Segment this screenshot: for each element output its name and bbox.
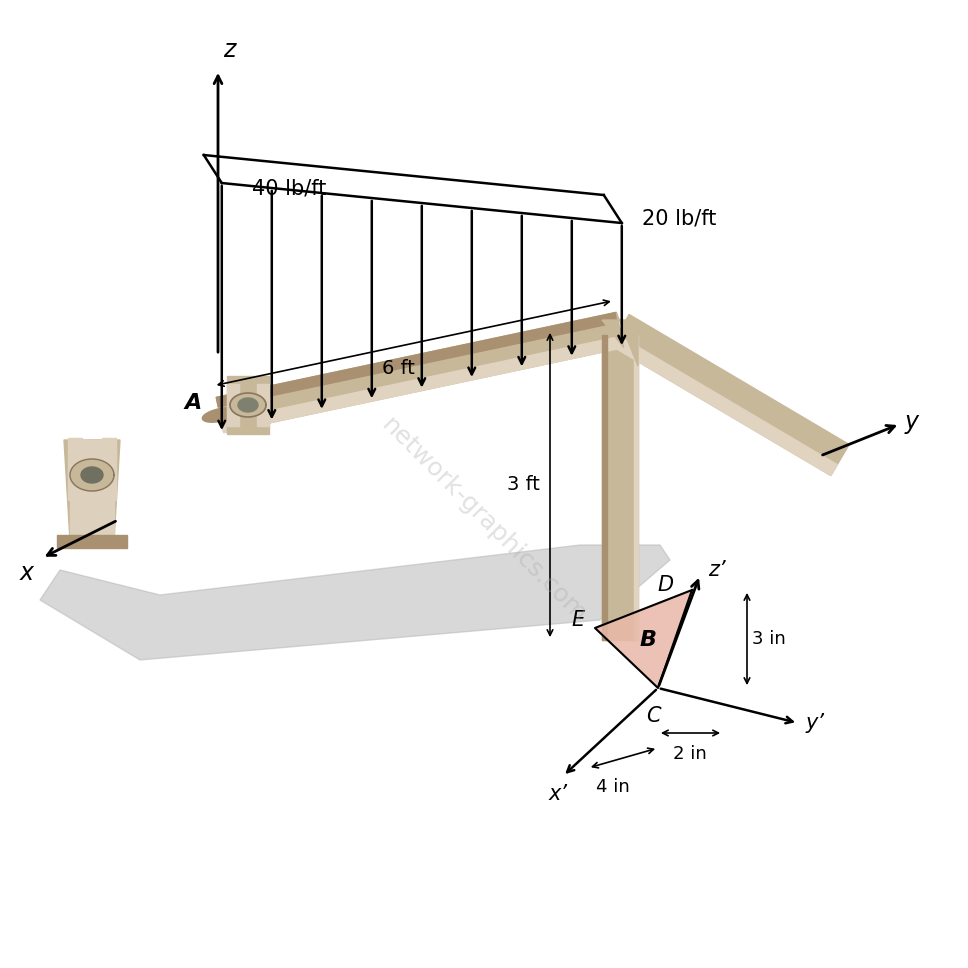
Polygon shape <box>70 440 114 540</box>
Polygon shape <box>257 384 269 426</box>
Polygon shape <box>222 336 623 433</box>
Text: 3 ft: 3 ft <box>507 475 540 495</box>
Text: x’: x’ <box>549 784 567 804</box>
Text: D: D <box>658 575 674 595</box>
Polygon shape <box>102 438 116 500</box>
Polygon shape <box>216 313 623 433</box>
Text: z: z <box>223 38 235 62</box>
Polygon shape <box>216 313 619 408</box>
Polygon shape <box>40 545 670 660</box>
Polygon shape <box>227 376 269 434</box>
Polygon shape <box>611 335 837 475</box>
Polygon shape <box>602 335 638 640</box>
Polygon shape <box>602 313 638 366</box>
Polygon shape <box>230 393 266 417</box>
Polygon shape <box>595 590 692 688</box>
Polygon shape <box>611 315 849 475</box>
Polygon shape <box>238 398 258 412</box>
Text: network-graphics.com: network-graphics.com <box>377 412 591 627</box>
Polygon shape <box>64 440 120 540</box>
Text: 3 in: 3 in <box>752 630 786 648</box>
Text: 20 lb/ft: 20 lb/ft <box>642 208 716 228</box>
Text: y’: y’ <box>806 713 825 733</box>
Text: z’: z’ <box>708 560 726 580</box>
Polygon shape <box>227 384 239 426</box>
Polygon shape <box>68 438 82 500</box>
Polygon shape <box>81 467 103 483</box>
Text: E: E <box>572 610 585 630</box>
Text: 6 ft: 6 ft <box>382 359 415 378</box>
Polygon shape <box>602 335 607 640</box>
Text: x: x <box>20 561 34 585</box>
Polygon shape <box>70 459 114 491</box>
Text: 2 in: 2 in <box>673 745 707 763</box>
Polygon shape <box>57 535 127 548</box>
Text: 4 in: 4 in <box>596 778 630 796</box>
Polygon shape <box>634 335 638 640</box>
Text: y: y <box>905 410 919 434</box>
Text: A: A <box>185 393 202 413</box>
Text: 40 lb/ft: 40 lb/ft <box>252 178 326 198</box>
Text: B: B <box>640 630 657 650</box>
Text: C: C <box>646 706 660 726</box>
Polygon shape <box>202 408 238 422</box>
